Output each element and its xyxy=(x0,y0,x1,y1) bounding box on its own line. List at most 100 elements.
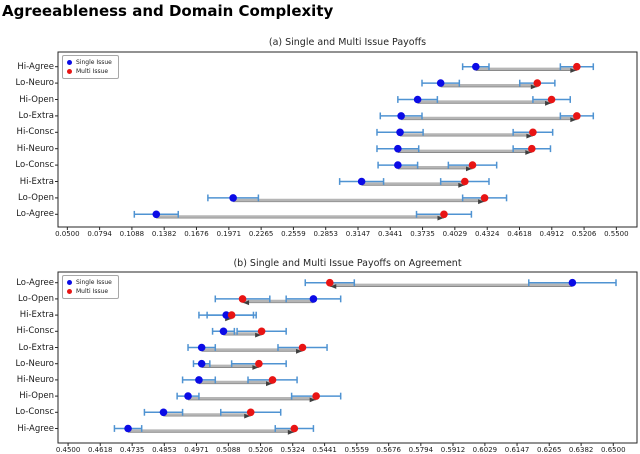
data-point-multi-issue xyxy=(528,144,536,153)
figure-title: Agreeableness and Domain Complexity xyxy=(2,2,334,20)
x-tick-label: 0.1971 xyxy=(216,229,242,238)
data-point-multi-issue xyxy=(480,194,489,202)
shift-arrowhead xyxy=(526,133,533,139)
x-tick-label: 0.5088 xyxy=(216,445,241,454)
x-tick-label: 0.1676 xyxy=(184,229,209,238)
data-point-multi-issue xyxy=(547,95,556,104)
x-tick-label: 0.3735 xyxy=(410,229,435,238)
shift-arrowhead xyxy=(525,150,532,155)
legend-subplot-b: Single Issue Multi Issue xyxy=(62,275,119,299)
data-point-single-issue xyxy=(413,95,422,104)
y-axis-label: Hi-Neuro xyxy=(16,143,54,154)
single-issue-dot-icon xyxy=(67,280,72,285)
legend-label: Single Issue xyxy=(76,59,112,66)
shift-arrowhead xyxy=(255,332,262,338)
legend-label: Multi Issue xyxy=(76,68,109,75)
x-tick-label: 0.2853 xyxy=(313,229,338,238)
x-tick-label: 0.6029 xyxy=(472,445,498,454)
y-axis-label: Hi-Open xyxy=(19,94,54,105)
axis-frame xyxy=(57,271,638,444)
data-point-multi-issue xyxy=(573,112,581,120)
x-tick-label: 0.4029 xyxy=(442,229,468,238)
data-point-multi-issue xyxy=(238,295,247,303)
single-issue-dot-icon xyxy=(67,60,72,65)
data-point-multi-issue xyxy=(255,359,263,368)
shift-arrowhead xyxy=(530,84,537,90)
legend-label: Multi Issue xyxy=(76,288,109,295)
x-tick-label: 0.2559 xyxy=(281,229,306,238)
data-point-single-issue xyxy=(195,376,203,384)
y-axis-label: Hi-Consc xyxy=(16,127,54,138)
data-point-multi-issue xyxy=(529,128,537,137)
data-point-multi-issue xyxy=(573,62,581,71)
x-tick-label: 0.6382 xyxy=(568,445,594,454)
y-axis-label: Hi-Neuro xyxy=(16,374,54,385)
data-point-single-issue xyxy=(436,79,445,87)
x-tick-label: 0.4618 xyxy=(507,229,532,238)
shift-arrowhead xyxy=(287,429,294,435)
data-point-single-issue xyxy=(396,128,404,137)
x-tick-label: 0.5559 xyxy=(344,445,370,454)
y-axis-label: Lo-Consc xyxy=(15,160,54,171)
multi-issue-dot-icon xyxy=(67,69,72,74)
x-tick-label: 0.6147 xyxy=(504,445,530,454)
shift-arrowhead xyxy=(266,381,273,387)
shift-arrowhead xyxy=(296,348,303,354)
subplot-b-title: (b) Single and Multi Issue Payoffs on Ag… xyxy=(233,258,462,269)
subplot-a-title: (a) Single and Multi Issue Payoffs xyxy=(268,37,427,48)
x-tick-label: 0.4853 xyxy=(152,445,177,454)
x-tick-label: 0.4971 xyxy=(184,445,209,454)
data-point-multi-issue xyxy=(298,343,307,352)
legend-subplot-a: Single Issue Multi Issue xyxy=(62,55,119,79)
data-point-single-issue xyxy=(397,112,405,120)
data-point-multi-issue xyxy=(468,161,477,169)
shift-arrowhead xyxy=(570,68,577,73)
data-point-single-issue xyxy=(394,144,402,153)
y-axis-label: Hi-Agree xyxy=(17,61,54,72)
data-point-single-issue xyxy=(222,311,230,319)
x-tick-label: 0.4618 xyxy=(88,445,113,454)
shift-arrowhead xyxy=(252,365,259,370)
data-point-single-issue xyxy=(219,327,228,336)
y-axis-label: Hi-Open xyxy=(19,391,54,402)
y-axis-label: Lo-Open xyxy=(18,293,54,304)
x-tick-label: 0.0500 xyxy=(55,229,80,238)
x-tick-label: 0.6265 xyxy=(536,445,562,454)
x-tick-label: 0.5676 xyxy=(376,445,401,454)
y-axis-label: Hi-Extra xyxy=(19,310,54,321)
data-point-single-issue xyxy=(357,177,366,186)
x-tick-label: 0.5500 xyxy=(604,229,629,238)
x-tick-label: 0.4912 xyxy=(539,229,565,238)
shift-arrowhead xyxy=(466,166,473,172)
data-point-single-issue xyxy=(124,424,132,433)
x-tick-label: 0.5794 xyxy=(408,445,434,454)
data-point-multi-issue xyxy=(290,424,299,433)
y-axis-label: Hi-Agree xyxy=(17,423,54,434)
shift-arrowhead xyxy=(545,100,552,106)
legend-label: Single Issue xyxy=(76,279,112,286)
shift-arrowhead xyxy=(437,215,444,221)
x-tick-label: 0.3147 xyxy=(345,229,371,238)
y-axis-label: Lo-Open xyxy=(18,192,54,203)
data-point-single-issue xyxy=(309,295,318,303)
y-axis-label: Lo-Agree xyxy=(16,277,54,288)
shift-arrowhead xyxy=(478,199,485,205)
data-point-multi-issue xyxy=(227,311,236,319)
data-point-single-issue xyxy=(197,343,206,352)
x-tick-label: 0.3441 xyxy=(378,229,403,238)
data-point-multi-issue xyxy=(246,408,255,417)
data-point-multi-issue xyxy=(440,210,448,219)
axis-frame xyxy=(57,51,638,228)
y-axis-label: Lo-Neuro xyxy=(15,358,55,369)
x-tick-label: 0.6500 xyxy=(601,445,626,454)
data-point-multi-issue xyxy=(533,79,542,87)
data-point-single-issue xyxy=(472,62,480,71)
y-axis-label: Lo-Extra xyxy=(18,342,54,353)
x-tick-label: 0.2265 xyxy=(248,229,274,238)
multi-issue-dot-icon xyxy=(67,289,72,294)
data-point-single-issue xyxy=(197,359,206,368)
y-axis-label: Lo-Consc xyxy=(15,407,54,418)
x-tick-label: 0.1382 xyxy=(151,229,177,238)
